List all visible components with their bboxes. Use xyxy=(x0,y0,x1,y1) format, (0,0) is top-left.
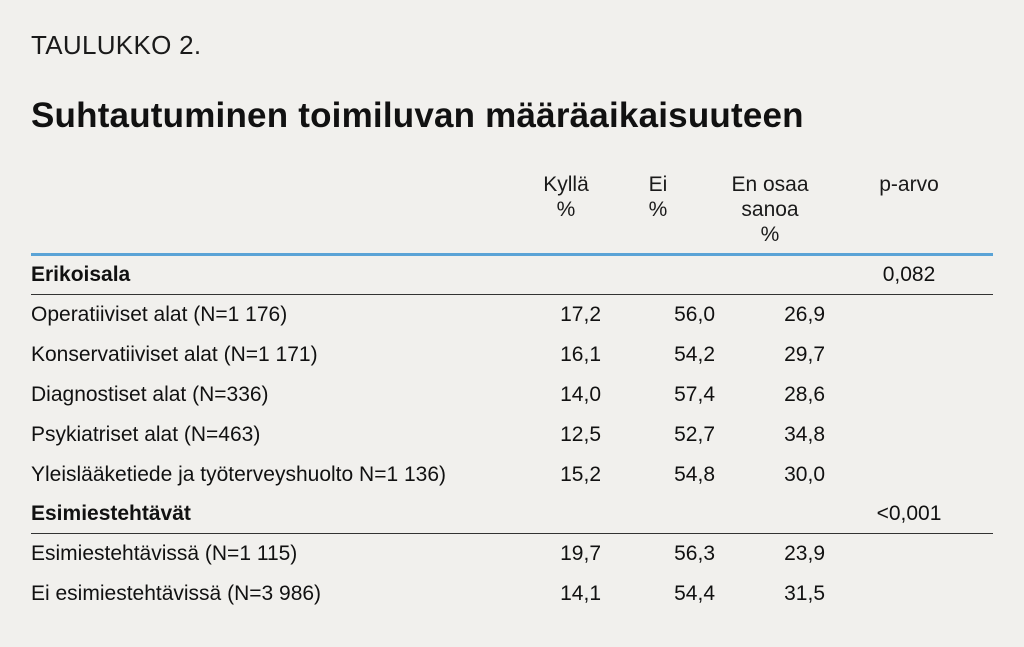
cell-en-osaa: 28,6 xyxy=(784,383,825,406)
table-row: Operatiiviset alat (N=1 176) 17,2 56,0 2… xyxy=(31,295,993,336)
col-header-line: Kyllä xyxy=(543,173,589,196)
cell-ei: 57,4 xyxy=(674,383,715,406)
table-row: Esimiestehtävissä (N=1 115) 19,7 56,3 23… xyxy=(31,534,993,575)
p-value: <0,001 xyxy=(825,495,993,534)
col-header-line: Ei xyxy=(648,173,668,196)
data-table: Kyllä % Ei % En osaa sanoa % p-arvo Erik… xyxy=(31,172,993,614)
col-header-line: sanoa xyxy=(741,198,799,221)
col-header-kylla: Kyllä % xyxy=(531,172,601,255)
cell-kylla: 14,0 xyxy=(560,383,601,406)
cell-ei: 54,8 xyxy=(674,463,715,486)
row-label: Diagnostiset alat (N=336) xyxy=(31,383,269,406)
cell-ei: 54,2 xyxy=(674,343,715,366)
p-value: 0,082 xyxy=(825,254,993,295)
section-row-esimiestehtavat: Esimiestehtävät <0,001 xyxy=(31,495,993,534)
col-header-line: En osaa xyxy=(731,173,809,196)
col-header-line: % xyxy=(648,198,668,221)
cell-en-osaa: 31,5 xyxy=(784,582,825,605)
cell-kylla: 16,1 xyxy=(560,343,601,366)
cell-kylla: 17,2 xyxy=(560,303,601,326)
header-empty xyxy=(31,172,531,255)
col-header-p-arvo: p-arvo xyxy=(825,172,993,255)
table-label: TAULUKKO 2. xyxy=(31,30,202,60)
row-label: Operatiiviset alat (N=1 176) xyxy=(31,303,288,326)
table-row: Psykiatriset alat (N=463) 12,5 52,7 34,8 xyxy=(31,415,993,455)
col-header-line: % xyxy=(760,223,780,246)
cell-en-osaa: 34,8 xyxy=(784,423,825,446)
col-header-line: % xyxy=(556,198,576,221)
cell-en-osaa: 30,0 xyxy=(784,463,825,486)
col-header-line: p-arvo xyxy=(879,173,939,196)
cell-kylla: 19,7 xyxy=(560,542,601,565)
cell-ei: 52,7 xyxy=(674,423,715,446)
row-label: Konservatiiviset alat (N=1 171) xyxy=(31,343,318,366)
cell-en-osaa: 29,7 xyxy=(784,343,825,366)
cell-en-osaa: 23,9 xyxy=(784,542,825,565)
row-label: Psykiatriset alat (N=463) xyxy=(31,423,261,446)
row-label: Yleislääketiede ja työterveyshuolto N=1 … xyxy=(31,463,446,486)
section-row-erikoisala: Erikoisala 0,082 xyxy=(31,254,993,295)
cell-ei: 56,0 xyxy=(674,303,715,326)
header-row: Kyllä % Ei % En osaa sanoa % p-arvo xyxy=(31,172,993,255)
row-label: Esimiestehtävissä (N=1 115) xyxy=(31,542,298,565)
cell-kylla: 12,5 xyxy=(560,423,601,446)
cell-kylla: 15,2 xyxy=(560,463,601,486)
cell-en-osaa: 26,9 xyxy=(784,303,825,326)
col-header-en-osaa: En osaa sanoa % xyxy=(715,172,825,255)
cell-kylla: 14,1 xyxy=(560,582,601,605)
cell-ei: 54,4 xyxy=(674,582,715,605)
section-name: Erikoisala xyxy=(31,254,531,295)
row-label: Ei esimiestehtävissä (N=3 986) xyxy=(31,582,322,605)
section-name: Esimiestehtävät xyxy=(31,495,531,534)
col-header-ei: Ei % xyxy=(601,172,715,255)
table-row: Ei esimiestehtävissä (N=3 986) 14,1 54,4… xyxy=(31,574,993,614)
table-title: Suhtautuminen toimiluvan määräaikaisuute… xyxy=(31,96,804,135)
table-row: Yleislääketiede ja työterveyshuolto N=1 … xyxy=(31,455,993,495)
cell-ei: 56,3 xyxy=(674,542,715,565)
table-row: Konservatiiviset alat (N=1 171) 16,1 54,… xyxy=(31,335,993,375)
table-row: Diagnostiset alat (N=336) 14,0 57,4 28,6 xyxy=(31,375,993,415)
